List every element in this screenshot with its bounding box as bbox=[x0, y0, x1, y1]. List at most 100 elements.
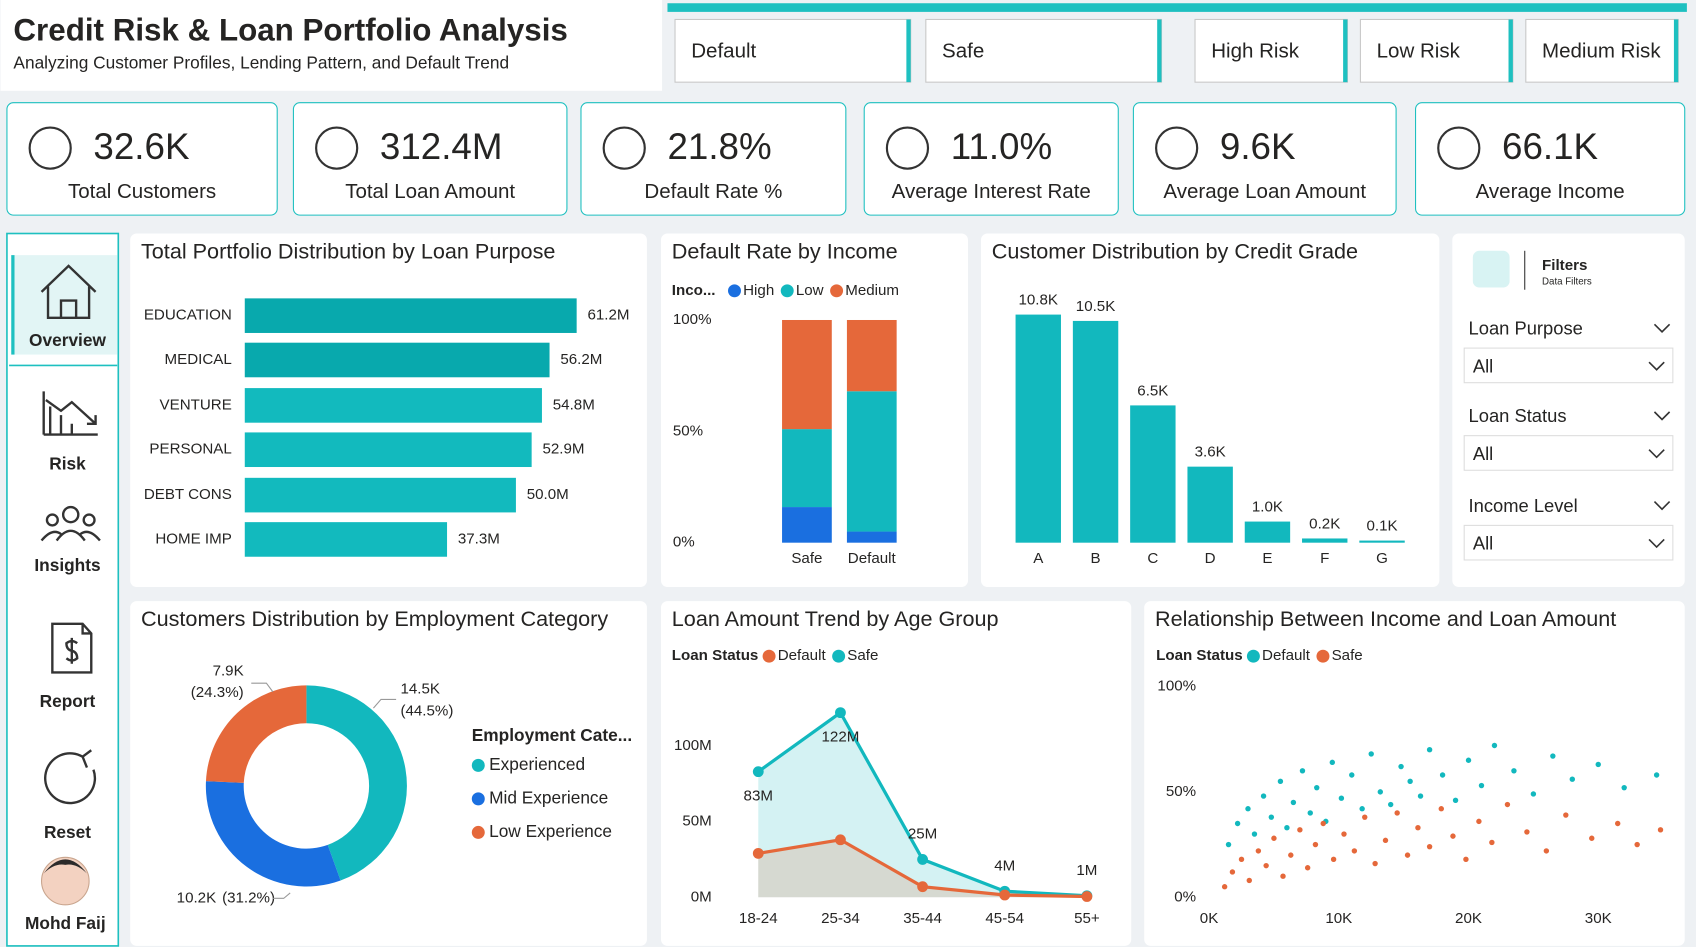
scatter-point bbox=[1489, 839, 1495, 846]
scatter-point bbox=[1330, 856, 1337, 863]
kpi-icon bbox=[885, 126, 930, 170]
chevron bbox=[1653, 323, 1671, 334]
bar-segment bbox=[846, 391, 897, 532]
value-label: 1M bbox=[1076, 862, 1097, 879]
scatter-point bbox=[1653, 772, 1660, 778]
chart-title: Customers Distribution by Employment Cat… bbox=[141, 606, 608, 631]
kpi-value: 9.6K bbox=[1220, 126, 1296, 167]
kpi-icon bbox=[1437, 126, 1481, 170]
dropdown[interactable] bbox=[1463, 435, 1674, 471]
kpi-card bbox=[580, 102, 847, 216]
filter-button[interactable] bbox=[1525, 18, 1679, 83]
value-label: 83M bbox=[744, 788, 773, 805]
y-tick-label: 50M bbox=[682, 813, 711, 830]
legend-marker bbox=[471, 792, 485, 806]
button-label: Default bbox=[691, 39, 756, 62]
chart-title: Relationship Between Income and Loan Amo… bbox=[1155, 606, 1616, 631]
y-tick-label: 50% bbox=[1166, 783, 1196, 800]
y-tick-label: 100% bbox=[673, 311, 712, 328]
nav-label[interactable]: Insights bbox=[34, 555, 100, 575]
kpi-label: Average Income bbox=[1476, 180, 1625, 203]
bar bbox=[1187, 466, 1233, 543]
value-label: 6.5K bbox=[1137, 382, 1168, 399]
point bbox=[835, 707, 846, 719]
filters-title: Filters bbox=[1542, 257, 1587, 274]
scatter-point bbox=[1338, 795, 1345, 801]
scatter-point bbox=[1329, 759, 1336, 766]
x-tick-label: F bbox=[1320, 550, 1329, 567]
legend-label: Default bbox=[1262, 647, 1311, 664]
y-tick-label: 100% bbox=[1157, 677, 1196, 694]
scatter-point bbox=[1589, 835, 1595, 841]
legend-title: Employment Cate... bbox=[472, 725, 632, 745]
scatter-point bbox=[1288, 852, 1294, 858]
legend-marker bbox=[780, 284, 794, 298]
point bbox=[752, 847, 764, 859]
kpi-value: 66.1K bbox=[1502, 126, 1599, 167]
donut-slice bbox=[306, 685, 407, 881]
kpi-card bbox=[1415, 102, 1686, 216]
user-name: Mohd Faij bbox=[25, 913, 106, 933]
filter-button[interactable] bbox=[925, 18, 1163, 83]
bar bbox=[244, 298, 577, 333]
scatter-point bbox=[1615, 820, 1621, 827]
filter-button[interactable] bbox=[1359, 18, 1514, 83]
x-tick-label: 30K bbox=[1585, 910, 1612, 927]
kpi-label: Average Interest Rate bbox=[892, 180, 1091, 203]
value-label: 0.1K bbox=[1366, 518, 1397, 535]
value-label: 10.8K bbox=[1018, 292, 1058, 309]
filter-label: Income Level bbox=[1469, 495, 1578, 516]
scatter-point bbox=[1263, 862, 1269, 869]
scatter-point bbox=[1225, 841, 1232, 848]
value-label: 25M bbox=[908, 826, 937, 843]
nav-label[interactable]: Overview bbox=[29, 330, 106, 350]
legend-marker bbox=[762, 649, 776, 663]
value-label: 61.2M bbox=[587, 307, 629, 324]
dropdown-value: All bbox=[1473, 533, 1493, 554]
x-tick-label: C bbox=[1147, 550, 1158, 567]
dropdown-value: All bbox=[1473, 355, 1493, 376]
scatter-point bbox=[1569, 776, 1576, 782]
header-panel bbox=[0, 0, 663, 91]
nav-label[interactable]: Report bbox=[40, 691, 96, 711]
leader-line bbox=[373, 698, 397, 709]
scatter-point bbox=[1657, 827, 1664, 833]
risk-icon bbox=[42, 391, 98, 436]
value-label: 54.8M bbox=[553, 396, 595, 413]
kpi-label: Total Customers bbox=[68, 180, 216, 203]
scatter-point bbox=[1359, 806, 1365, 812]
point bbox=[752, 766, 764, 778]
filter-button[interactable] bbox=[674, 18, 912, 83]
point bbox=[999, 889, 1011, 901]
point bbox=[835, 834, 846, 846]
page-title: Credit Risk & Loan Portfolio Analysis bbox=[13, 13, 567, 48]
kpi-value: 312.4M bbox=[380, 126, 503, 167]
scatter-point bbox=[1260, 793, 1267, 799]
bar bbox=[1015, 314, 1061, 543]
category-label: HOME IMP bbox=[155, 530, 231, 547]
scatter-point bbox=[1290, 799, 1297, 806]
scatter-point bbox=[1398, 763, 1404, 770]
dropdown[interactable] bbox=[1463, 347, 1674, 384]
scatter-point bbox=[1382, 837, 1389, 844]
bar-segment bbox=[782, 319, 832, 430]
dropdown[interactable] bbox=[1463, 524, 1674, 561]
value-label: 0.2K bbox=[1309, 515, 1340, 532]
kpi-label: Total Loan Amount bbox=[345, 180, 515, 203]
scatter-point bbox=[1351, 848, 1358, 854]
nav-label[interactable]: Reset bbox=[44, 822, 91, 842]
point bbox=[1081, 891, 1093, 902]
scatter-point bbox=[1415, 825, 1421, 831]
bar bbox=[244, 522, 448, 557]
category-label: EDUCATION bbox=[144, 307, 232, 324]
scatter-point bbox=[1255, 848, 1262, 854]
reset-icon bbox=[44, 749, 97, 805]
button-label: Low Risk bbox=[1377, 39, 1461, 62]
nav-label[interactable]: Risk bbox=[49, 453, 86, 473]
scatter-point bbox=[1221, 884, 1228, 890]
point bbox=[917, 854, 928, 865]
bar bbox=[244, 388, 542, 423]
scatter-point bbox=[1511, 768, 1517, 774]
scatter-point bbox=[1543, 848, 1550, 854]
kpi-label: Default Rate % bbox=[644, 180, 782, 203]
